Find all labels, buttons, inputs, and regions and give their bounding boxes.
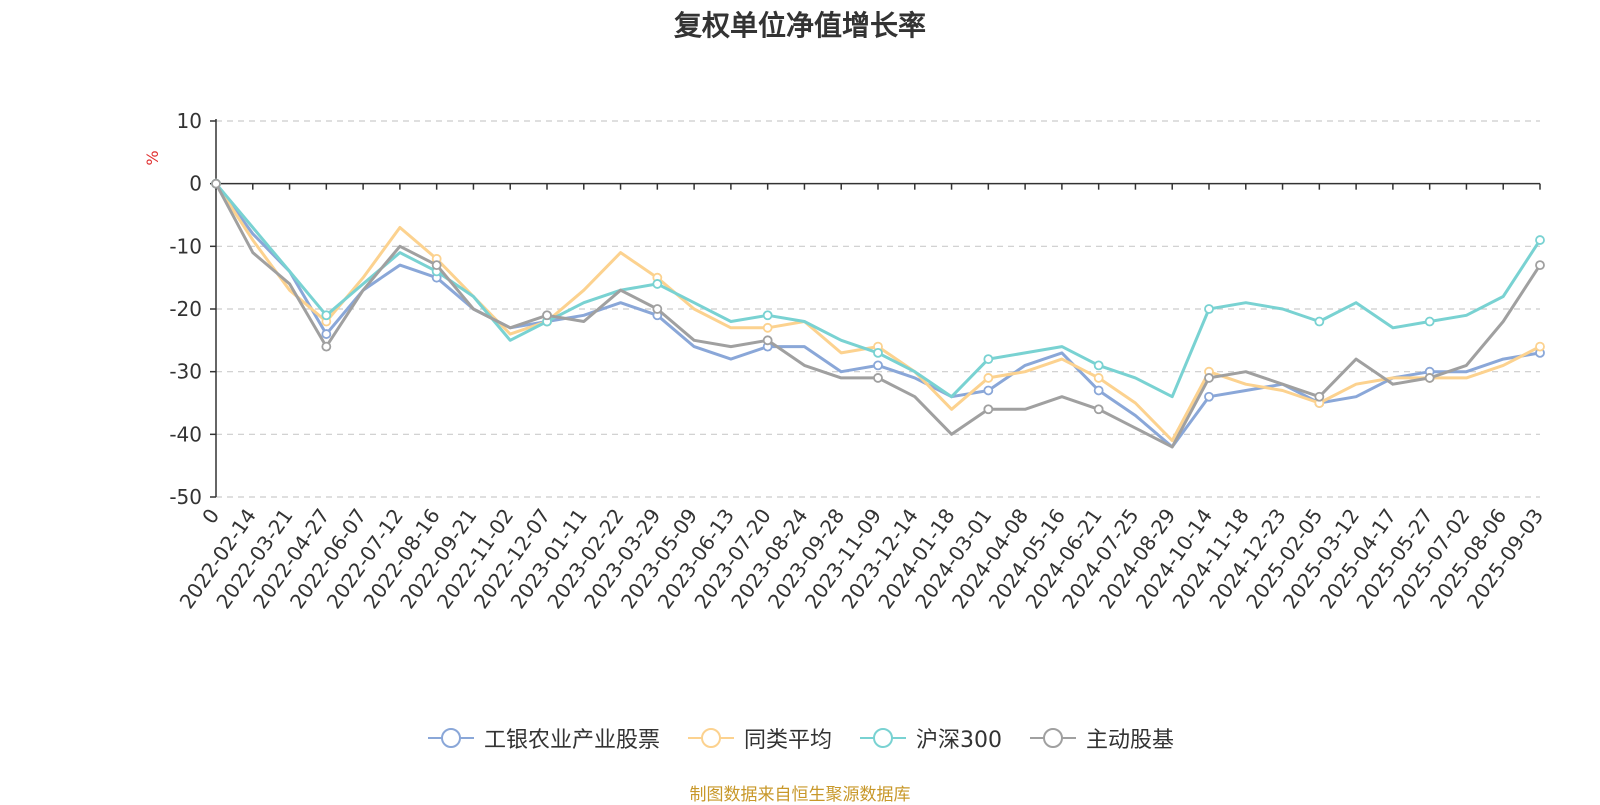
data-point xyxy=(983,354,994,365)
legend-label: 同类平均 xyxy=(743,728,832,753)
legend-item[interactable]: 工银农业产业股票 xyxy=(426,722,660,754)
legend-symbol xyxy=(1030,728,1076,748)
data-point xyxy=(1424,373,1435,383)
data-point xyxy=(983,404,994,415)
data-point xyxy=(321,310,332,321)
legend-item[interactable]: 主动股基 xyxy=(1028,722,1174,754)
data-point xyxy=(1535,235,1545,245)
series-line xyxy=(214,182,1542,449)
data-point xyxy=(983,373,994,383)
x-tick-label: 0 xyxy=(197,504,224,528)
series-line xyxy=(214,182,1541,443)
y-tick-label: 10 xyxy=(177,109,202,133)
y-tick-label: 0 xyxy=(189,172,202,196)
legend-label: 沪深300 xyxy=(916,728,1002,753)
data-point xyxy=(983,385,994,396)
data-point xyxy=(321,341,332,352)
data-point xyxy=(1093,404,1104,415)
data-point xyxy=(1535,260,1545,271)
data-point xyxy=(1314,316,1325,327)
source-note: 制图数据来自恒生聚源数据库 xyxy=(689,785,911,805)
data-point xyxy=(1535,341,1545,352)
grid-layer xyxy=(216,120,1540,498)
data-point xyxy=(1093,360,1104,371)
y-tick-label: -40 xyxy=(169,422,202,446)
data-point xyxy=(762,335,773,346)
legend-symbol xyxy=(687,728,734,748)
series-layer xyxy=(211,178,1545,449)
series-line xyxy=(214,182,1541,449)
data-point xyxy=(762,310,773,321)
legend-label: 主动股基 xyxy=(1086,728,1175,753)
data-point xyxy=(1204,304,1214,314)
data-point xyxy=(762,322,773,333)
data-point xyxy=(873,347,883,358)
legend-symbol xyxy=(860,728,906,748)
y-tick-label: -50 xyxy=(169,485,202,509)
data-point xyxy=(873,360,883,371)
data-point xyxy=(211,178,221,189)
data-point xyxy=(652,279,663,289)
data-point xyxy=(431,260,442,271)
axis-layer: 100-10-20-30-40-5002022-02-142022-03-212… xyxy=(169,109,1548,613)
legend-symbol xyxy=(427,728,474,748)
data-point xyxy=(1424,316,1435,327)
data-point xyxy=(1314,391,1325,402)
data-point xyxy=(652,304,663,314)
data-point xyxy=(321,329,332,339)
legend-item[interactable]: 同类平均 xyxy=(686,722,832,754)
data-point xyxy=(542,310,552,321)
data-point xyxy=(1204,391,1214,402)
legend-label: 工银农业产业股票 xyxy=(483,728,660,753)
data-point xyxy=(1204,373,1214,383)
data-point xyxy=(873,373,883,383)
y-axis-label: % xyxy=(143,150,162,165)
data-point xyxy=(1093,385,1104,396)
data-point xyxy=(1093,373,1104,383)
y-tick-label: -30 xyxy=(169,360,202,384)
y-tick-label: -20 xyxy=(169,297,202,321)
y-tick-label: -10 xyxy=(169,234,202,258)
chart-title: 复权单位净值增长率 xyxy=(673,9,926,42)
legend-item[interactable]: 沪深300 xyxy=(858,722,1002,754)
legend: 工银农业产业股票 同类平均 沪深300 主动股基 xyxy=(0,722,1600,754)
